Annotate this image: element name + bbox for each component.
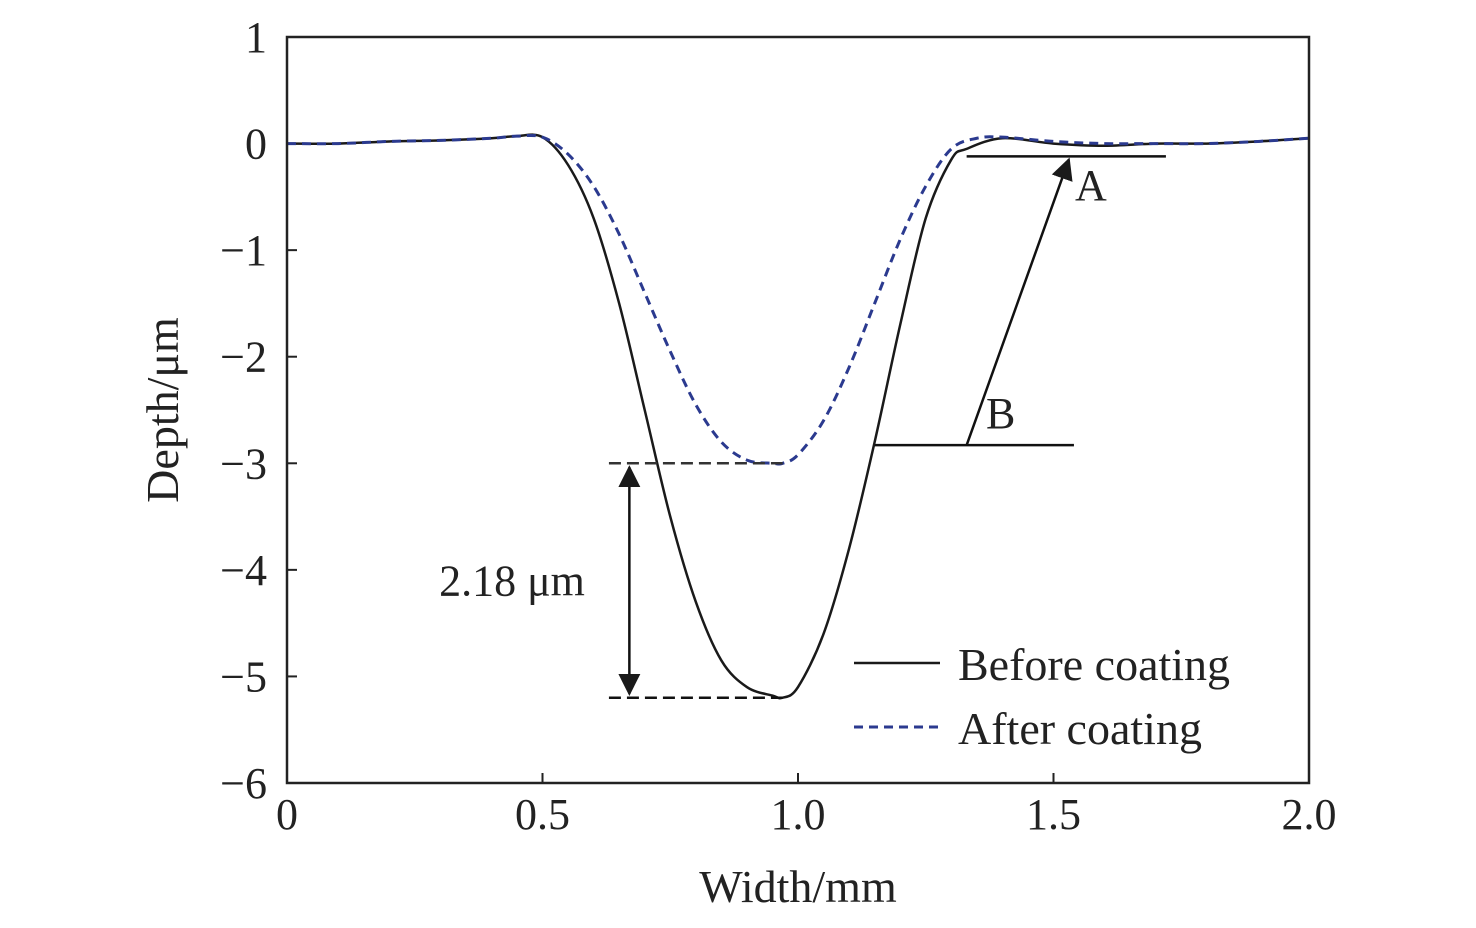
- legend-label-before-coating: Before coating: [958, 639, 1230, 690]
- x-tick-label: 0.5: [515, 790, 570, 839]
- legend-label-after-coating: After coating: [958, 703, 1202, 754]
- series-layer: [286, 133, 1310, 700]
- x-tick-label: 1.5: [1026, 790, 1081, 839]
- y-axis-title: Depth/μm: [137, 317, 188, 503]
- x-tick-label: 0: [276, 790, 298, 839]
- series-line-before-coating: [286, 133, 1310, 700]
- y-tick-label: 1: [245, 13, 267, 62]
- y-tick-label: −6: [220, 759, 267, 808]
- x-tick-label: 1.0: [771, 790, 826, 839]
- y-tick-label: −5: [220, 652, 267, 701]
- annotation-label-b: B: [986, 389, 1015, 438]
- annotation-label-a: A: [1075, 161, 1107, 210]
- x-axis-title: Width/mm: [699, 861, 897, 912]
- arrow-b-to-a: [965, 157, 1073, 446]
- series-line-after-coating: [286, 133, 1310, 466]
- y-tick-label: −3: [220, 439, 267, 488]
- y-tick-label: −2: [220, 333, 267, 382]
- depth-difference-label: 2.18 μm: [439, 557, 585, 606]
- y-tick-label: −4: [220, 546, 267, 595]
- y-tick-label: 0: [245, 120, 267, 169]
- y-tick-label: −1: [220, 226, 267, 275]
- annotation-layer: [608, 155, 1166, 699]
- plot-frame: [285, 35, 1311, 785]
- x-tick-label: 2.0: [1282, 790, 1337, 839]
- y-axis-ticks: 1 0 −1 −2 −3 −4 −5 −6: [220, 13, 297, 808]
- legend: Before coating After coating: [854, 639, 1230, 754]
